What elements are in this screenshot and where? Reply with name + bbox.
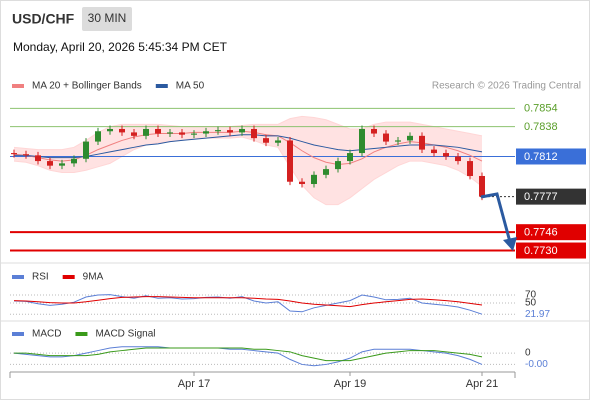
level-label: 0.7746 — [524, 227, 558, 239]
candle-body — [479, 175, 485, 197]
candle-body — [287, 140, 293, 182]
candle-body — [263, 138, 269, 143]
candle-body — [131, 132, 137, 136]
x-tick-label: Apr 17 — [178, 378, 210, 390]
legend-swatch — [12, 275, 24, 279]
level-box — [516, 224, 586, 241]
candle-body — [323, 169, 329, 175]
candle-body — [467, 161, 473, 176]
candle-body — [11, 153, 17, 155]
candle-body — [383, 133, 389, 142]
candle-body — [335, 161, 341, 170]
candle-body — [371, 128, 377, 134]
legend-label: 9MA — [83, 272, 104, 283]
indicator-line — [13, 346, 483, 367]
candle-body — [203, 131, 209, 134]
level-box — [516, 188, 586, 205]
interval: 30 MIN — [88, 11, 127, 25]
level-label: 0.7777 — [524, 191, 558, 203]
x-tick-label: Apr 19 — [334, 378, 366, 390]
level-label: 0.7730 — [524, 245, 558, 257]
candle-body — [407, 135, 413, 141]
bollinger-lower — [13, 136, 483, 206]
legend-label: RSI — [32, 272, 49, 283]
legend-swatch — [155, 84, 168, 88]
attribution: Research © 2026 Trading Central — [432, 81, 581, 92]
level-box — [516, 242, 586, 259]
legend-swatch — [75, 332, 88, 336]
interval-box — [82, 7, 132, 31]
symbol: USD/CHF — [12, 11, 75, 27]
candle-body — [251, 128, 257, 139]
candle-body — [215, 130, 221, 132]
level-label: 0.7838 — [524, 121, 558, 133]
y-tick-label: 21.97 — [525, 309, 550, 320]
legend-swatch — [12, 84, 24, 88]
candle-body — [395, 140, 401, 142]
candle-body — [95, 131, 101, 142]
bollinger-upper — [13, 115, 483, 151]
legend-label: MA 20 + Bollinger Bands — [32, 81, 142, 92]
indicator-line — [13, 294, 483, 315]
level-box — [516, 148, 586, 165]
candle-body — [431, 149, 437, 154]
forecast-arrow — [480, 192, 512, 243]
candle-body — [71, 158, 77, 164]
ma-line — [14, 134, 483, 159]
x-tick-label: Apr 21 — [466, 378, 498, 390]
candle-body — [443, 153, 449, 157]
candle-body — [419, 135, 425, 150]
y-tick-label: 0 — [525, 348, 531, 359]
candle-body — [179, 132, 185, 135]
candle-body — [227, 130, 233, 133]
forecast-arrowhead — [503, 237, 517, 251]
candle-body — [119, 128, 125, 133]
y-tick-label: 50 — [525, 298, 537, 309]
legend-label: MA 50 — [176, 81, 205, 92]
y-tick-label: 70 — [525, 290, 537, 301]
candle-body — [239, 128, 245, 133]
legend-label: MACD — [32, 329, 61, 340]
indicator-line — [14, 347, 483, 362]
candle-body — [107, 128, 113, 132]
candle-body — [47, 161, 53, 166]
ma-line — [13, 130, 483, 166]
candle-body — [359, 128, 365, 154]
legend-swatch — [62, 275, 75, 279]
candle-body — [347, 153, 353, 162]
datetime: Monday, April 20, 2026 5:45:34 PM CET — [13, 40, 228, 54]
candle-body — [299, 181, 305, 185]
candle-body — [275, 140, 281, 143]
level-label: 0.7854 — [524, 103, 558, 115]
candle-body — [155, 128, 161, 134]
level-label: 0.7812 — [524, 151, 558, 163]
legend-swatch — [12, 332, 24, 336]
candle-body — [311, 174, 317, 185]
candle-body — [167, 132, 173, 134]
y-tick-label: -0.00 — [525, 359, 548, 370]
candle-body — [143, 128, 149, 136]
candle-body — [191, 133, 197, 135]
legend-label: MACD Signal — [95, 329, 155, 340]
candle-body — [59, 163, 65, 166]
candle-body — [83, 141, 89, 159]
candle-body — [35, 155, 41, 162]
candle-body — [23, 154, 29, 156]
indicator-line — [13, 296, 483, 308]
candle-body — [455, 156, 461, 162]
